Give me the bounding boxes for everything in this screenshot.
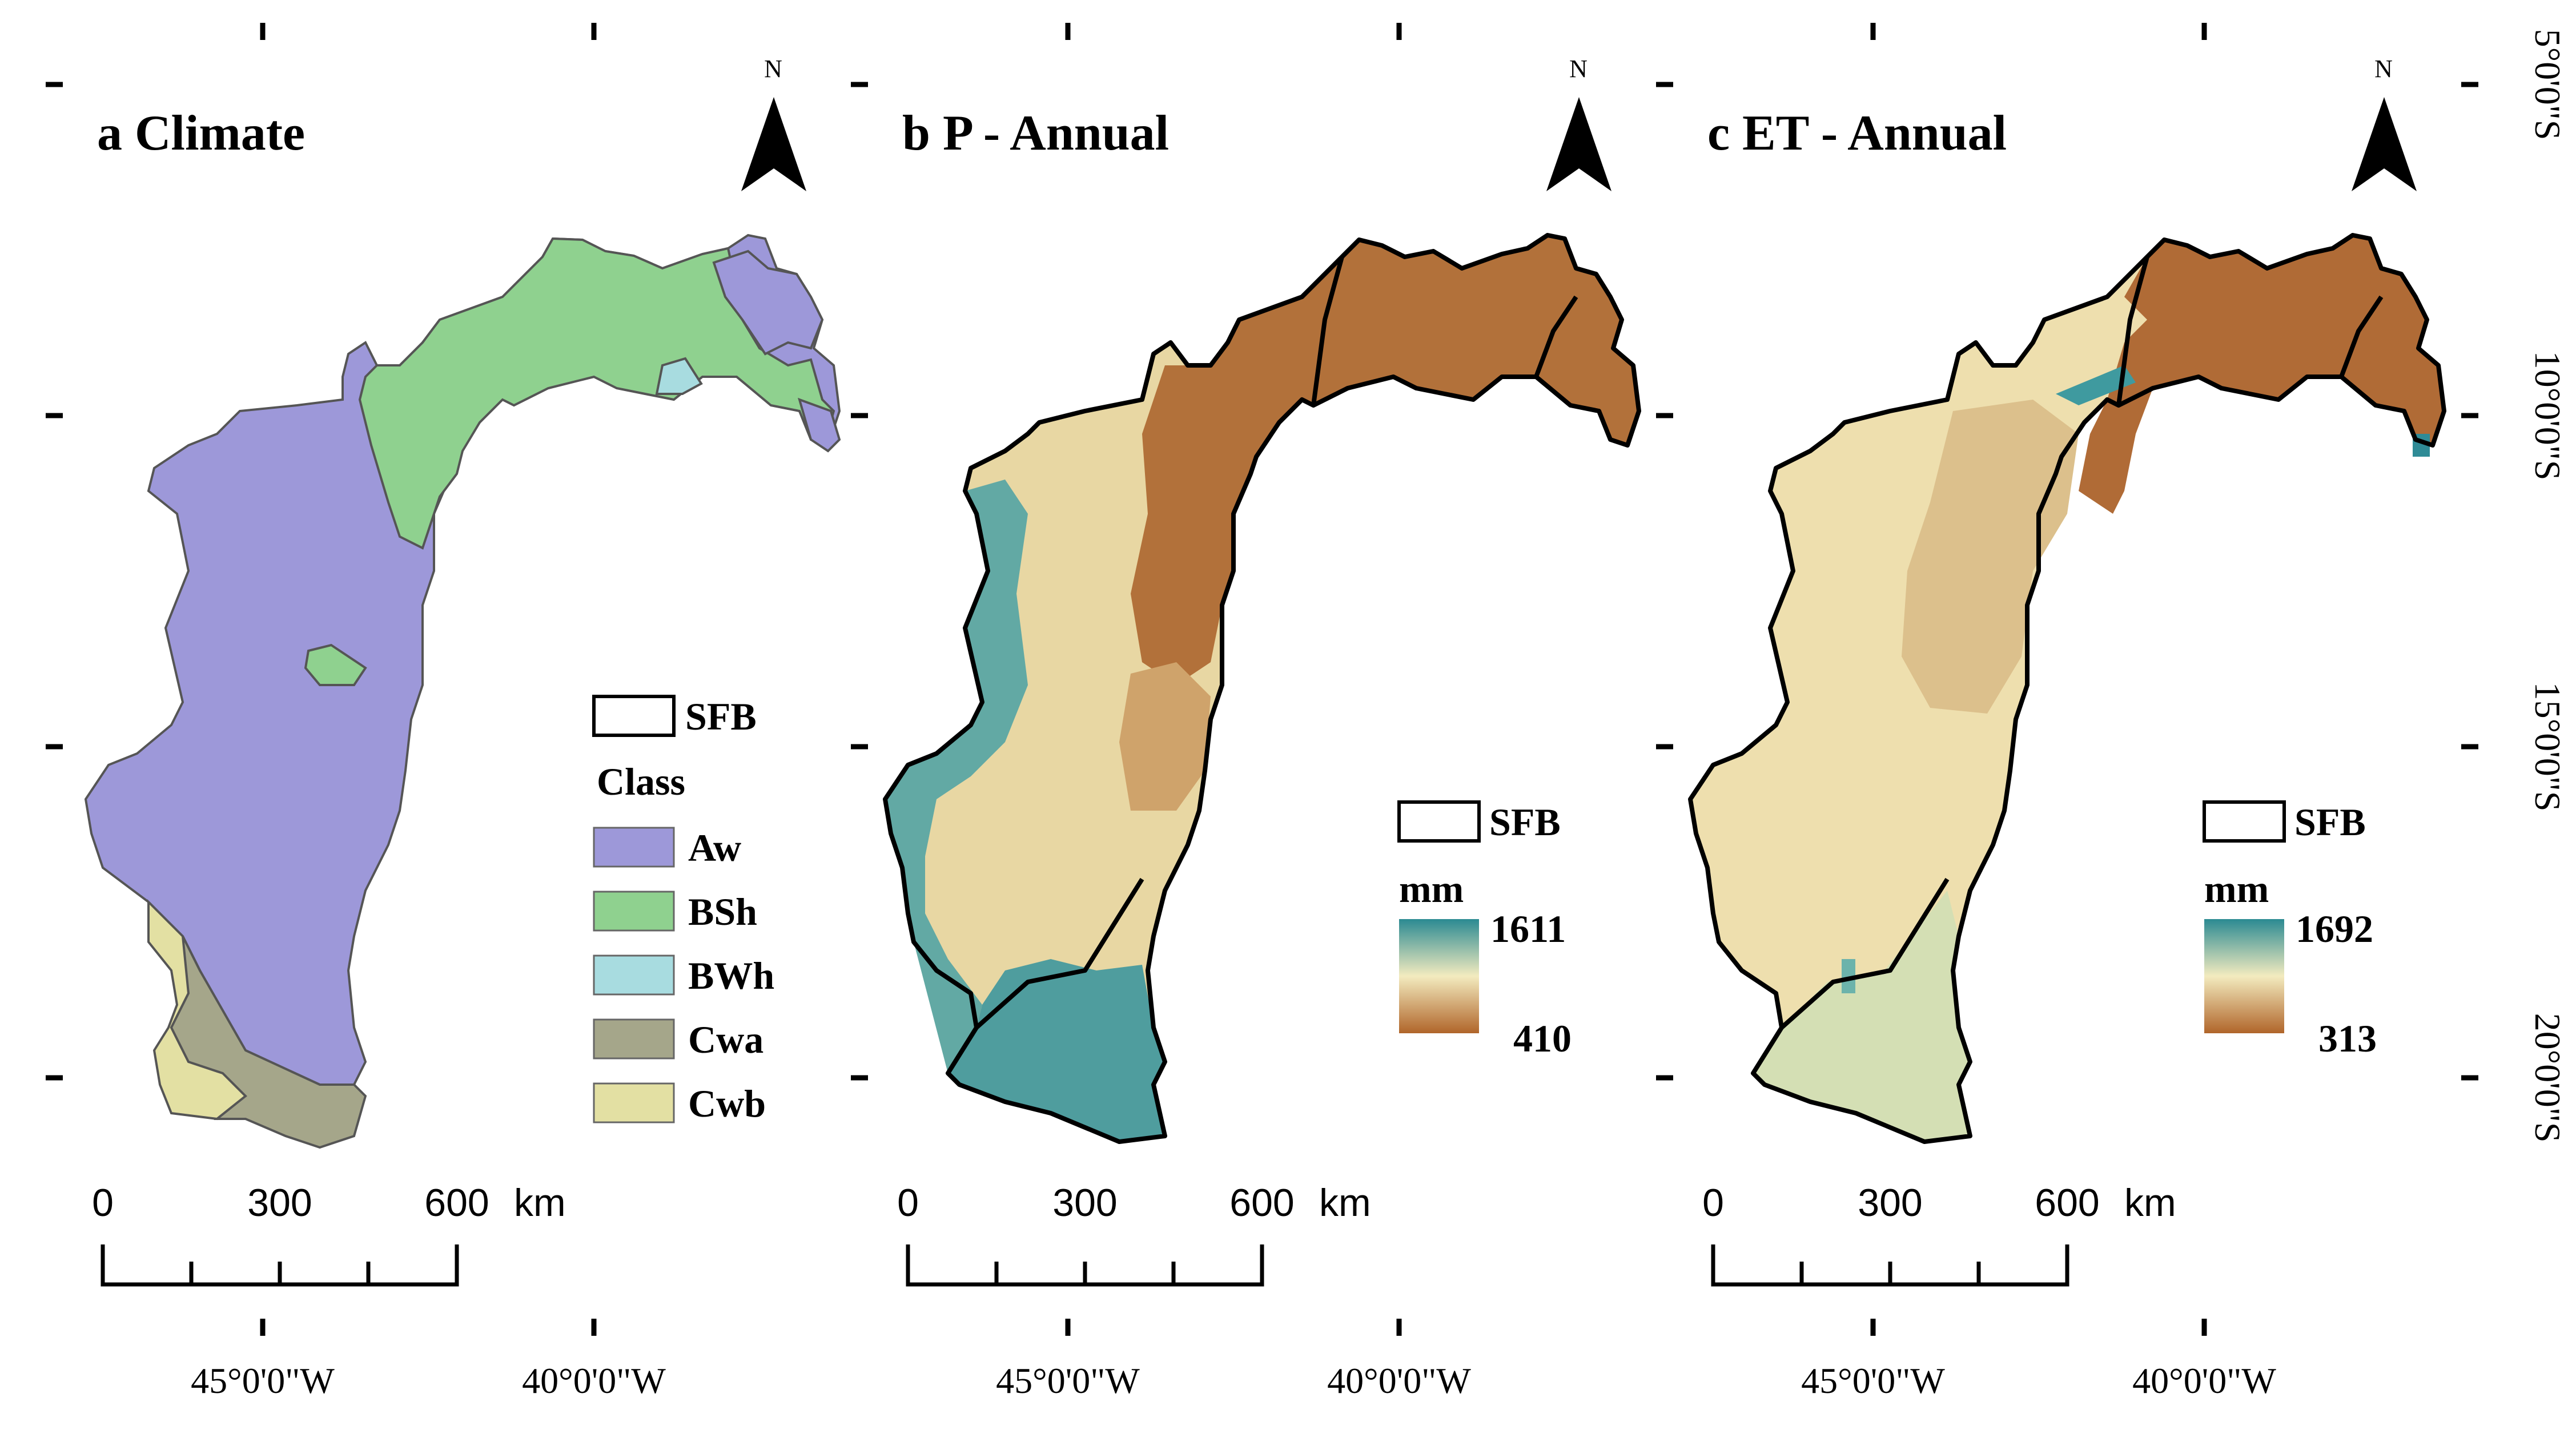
north-label: N — [2374, 55, 2393, 83]
lat-label-10s: 10°0'0"S — [2527, 351, 2568, 481]
region-bsh-island — [304, 643, 367, 686]
sub-basin-boundaries — [883, 233, 1641, 1144]
scale-label-300: 300 — [1858, 1181, 1922, 1224]
precip-sf-basin — [885, 235, 1639, 1142]
panel-title: a Climate — [97, 106, 305, 161]
legend-max: 1611 — [1490, 907, 1566, 950]
legend-bsh-swatch — [593, 891, 675, 932]
lon-label-45w-b: 45°0'0"W — [996, 1360, 1140, 1401]
legend-bwh-swatch — [593, 954, 675, 996]
lat-label-20s: 20°0'0"S — [2527, 1013, 2568, 1143]
legend-cwa-swatch — [593, 1018, 675, 1060]
et-wet-patch — [2056, 365, 2136, 405]
latitude-labels: 5°0'0"S 10°0'0"S 15°0'0"S 20°0'0"S — [2527, 29, 2568, 1143]
et-green-south — [1753, 891, 1970, 1142]
scale-label-600: 600 — [1229, 1181, 1294, 1224]
precip-dry-ne — [1131, 235, 1639, 685]
scale-bar: 0 300 600 km — [1702, 1181, 2176, 1287]
legend-colorbar — [1399, 919, 1479, 1033]
panel-b-precip: b P - Annual N SFB mm 1611 — [851, 23, 1641, 1336]
north-arrow-icon: N — [2352, 55, 2417, 191]
scale-bar: 0 300 600 km — [897, 1181, 1371, 1287]
panel-title: b P - Annual — [902, 106, 1169, 161]
longitude-labels: 45°0'0"W 40°0'0"W 45°0'0"W 40°0'0"W 45°0… — [191, 1360, 2276, 1401]
scale-unit: km — [514, 1181, 566, 1224]
scale-label-600: 600 — [2035, 1181, 2099, 1224]
panel-frame-ticks — [46, 23, 597, 1336]
legend-unit: mm — [1399, 867, 1464, 911]
scale-label-0: 0 — [897, 1181, 919, 1224]
precip-wet-west — [885, 480, 1028, 1073]
legend-bsh-label: BSh — [688, 890, 757, 933]
panel-a-climate: a Climate N SFB Class Aw BSh BWh — [46, 23, 841, 1336]
north-arrow-icon: N — [1546, 55, 1611, 191]
lat-label-15s: 15°0'0"S — [2527, 682, 2568, 812]
legend-sfb-label: SFB — [1489, 800, 1561, 844]
legend-min: 410 — [1513, 1017, 1572, 1060]
region-aw-ne — [712, 249, 824, 356]
panel-title: c ET - Annual — [1707, 106, 2007, 161]
legend-sfb-label: SFB — [685, 695, 757, 738]
lat-label-5s: 5°0'0"S — [2527, 29, 2568, 140]
panel-c-et: c ET - Annual N SFB mm — [1656, 23, 2478, 1336]
et-mid-central — [1902, 400, 2079, 714]
legend-cwb-label: Cwb — [688, 1082, 766, 1125]
scale-label-600: 600 — [424, 1181, 489, 1224]
scale-bar: 0 300 600 km — [92, 1181, 566, 1287]
region-bwh — [655, 357, 703, 395]
scale-label-300: 300 — [1052, 1181, 1117, 1224]
lon-label-45w-c: 45°0'0"W — [1801, 1360, 1945, 1401]
panel-frame-ticks — [851, 23, 1402, 1336]
legend-bwh-label: BWh — [688, 954, 774, 997]
sub-basin-boundaries — [1688, 233, 2446, 1144]
scale-label-300: 300 — [247, 1181, 312, 1224]
lon-label-40w-b: 40°0'0"W — [1327, 1360, 1471, 1401]
north-label: N — [1569, 55, 1588, 83]
precip-raster-map — [883, 233, 1641, 1144]
legend-min: 313 — [2318, 1017, 2377, 1060]
scale-unit: km — [2124, 1181, 2176, 1224]
et-legend: SFB mm 1692 313 — [2203, 800, 2377, 1060]
legend-sfb-swatch — [1397, 800, 1481, 843]
legend-aw-label: Aw — [688, 826, 741, 869]
precip-legend: SFB mm 1611 410 — [1397, 800, 1572, 1060]
climate-legend: SFB Class Aw BSh BWh Cwa Cwb — [592, 695, 774, 1125]
lon-label-45w-a: 45°0'0"W — [191, 1360, 335, 1401]
scale-label-0: 0 — [92, 1181, 114, 1224]
lon-label-40w-a: 40°0'0"W — [522, 1360, 666, 1401]
lon-label-40w-c: 40°0'0"W — [2132, 1360, 2276, 1401]
legend-unit: mm — [2204, 867, 2269, 911]
north-label: N — [764, 55, 782, 83]
north-arrow-icon: N — [741, 55, 806, 191]
region-aw-east — [798, 397, 841, 453]
precip-mid-central — [1119, 662, 1211, 811]
legend-cwb-swatch — [593, 1082, 675, 1123]
panel-frame-ticks — [1656, 23, 2478, 1336]
legend-class-heading: Class — [597, 760, 685, 803]
region-cwa — [170, 936, 367, 1149]
et-sf-basin — [1690, 235, 2444, 1142]
legend-sfb-swatch — [592, 695, 676, 737]
legend-colorbar — [2204, 919, 2284, 1033]
climate-map — [84, 233, 841, 1149]
legend-aw-swatch — [593, 827, 675, 868]
et-low-ne — [2079, 235, 2444, 514]
legend-sfb-label: SFB — [2294, 800, 2366, 844]
legend-cwa-label: Cwa — [688, 1018, 763, 1061]
region-aw — [84, 233, 841, 1086]
legend-max: 1692 — [2296, 907, 2373, 950]
scale-unit: km — [1319, 1181, 1371, 1224]
et-raster-map — [1688, 233, 2446, 1144]
scale-label-0: 0 — [1702, 1181, 1724, 1224]
legend-sfb-swatch — [2203, 800, 2286, 843]
